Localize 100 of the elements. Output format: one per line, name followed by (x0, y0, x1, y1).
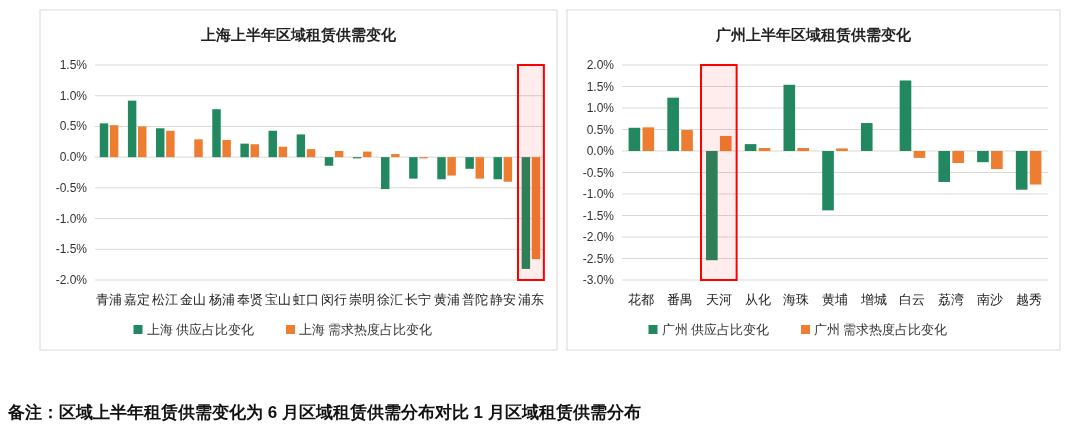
y-tick-label: 0.0% (59, 150, 88, 165)
y-tick-label: -1.0% (582, 187, 615, 201)
y-tick-label: 2.0% (586, 58, 615, 72)
x-tick-label: 增城 (859, 292, 887, 307)
y-tick-label: -2.5% (582, 251, 615, 266)
y-tick-label: 0.0% (586, 144, 615, 158)
x-tick-label: 黄浦 (433, 292, 460, 307)
chart-title: 广州上半年区域租赁供需变化 (715, 26, 912, 43)
y-tick-label: 1.5% (59, 58, 88, 72)
bar (952, 151, 964, 164)
x-tick-label: 黄埔 (822, 292, 848, 307)
bar (278, 146, 288, 158)
bar (860, 123, 873, 151)
x-tick-label: 静安 (489, 292, 516, 307)
bar (475, 157, 484, 179)
bar (250, 144, 259, 158)
bar (99, 123, 109, 158)
bar (822, 151, 834, 211)
x-tick-label: 崇明 (349, 292, 376, 307)
x-tick-label: 天河 (705, 292, 732, 307)
legend-label: 上海 需求热度占比变化 (299, 322, 433, 337)
bar (324, 157, 334, 166)
x-tick-label: 海珠 (783, 292, 810, 307)
bar (447, 157, 456, 176)
y-tick-label: -1.0% (55, 211, 88, 226)
x-tick-label: 从化 (744, 292, 771, 307)
x-tick-label: 松江 (152, 292, 179, 307)
bar (642, 127, 655, 151)
x-tick-label: 南沙 (976, 292, 1003, 307)
bar (938, 151, 951, 182)
bar (409, 157, 418, 179)
bar (212, 109, 221, 158)
x-tick-label: 杨浦 (207, 292, 235, 307)
bar (306, 149, 316, 158)
bar (783, 84, 796, 151)
bar (913, 151, 926, 158)
bar (296, 134, 306, 158)
text: 备注：区域上半年租赁供需变化为 6 月区域租赁供需分布对比 1 月区域租赁供需分布 (7, 403, 641, 422)
bar (437, 157, 446, 180)
x-tick-label: 宝山 (264, 292, 291, 307)
x-tick-label: 荔湾 (938, 292, 965, 307)
bar (503, 157, 513, 182)
legend-label: 上海 供应占比变化 (146, 322, 254, 337)
bar (797, 147, 810, 151)
bar (194, 139, 203, 158)
bar (138, 126, 147, 158)
y-tick-label: 0.5% (586, 122, 615, 137)
y-tick-label: -2.0% (55, 273, 88, 287)
bar (1015, 151, 1028, 190)
y-tick-label: 1.0% (586, 101, 615, 115)
bar (977, 151, 989, 163)
legend-label: 广州 需求热度占比变化 (814, 322, 948, 337)
bar (744, 144, 757, 151)
bar (222, 139, 231, 158)
y-tick-label: 1.5% (586, 79, 615, 94)
x-tick-label: 虹口 (292, 292, 319, 307)
x-tick-label: 奉贤 (236, 292, 263, 307)
bar (268, 130, 277, 158)
bar (667, 97, 679, 151)
x-tick-label: 嘉定 (124, 292, 151, 307)
x-tick-label: 青浦 (96, 292, 123, 307)
bar (109, 125, 119, 158)
x-tick-label: 浦东 (517, 292, 544, 307)
y-tick-label: -1.5% (55, 242, 88, 257)
x-tick-label: 徐汇 (377, 292, 404, 307)
x-tick-label: 金山 (180, 292, 207, 307)
bar (493, 157, 502, 180)
y-tick-label: -0.5% (55, 180, 88, 195)
y-tick-label: 1.0% (59, 88, 88, 103)
bar (334, 151, 344, 158)
x-tick-label: 闵行 (321, 292, 348, 307)
bar (127, 100, 137, 158)
bar (166, 130, 175, 158)
bar (706, 151, 718, 261)
bar (521, 157, 531, 269)
bar (156, 128, 165, 158)
bar (991, 151, 1003, 170)
bar (1029, 151, 1042, 185)
y-tick-label: -2.0% (582, 230, 615, 244)
bar (240, 143, 249, 158)
bar (628, 127, 641, 151)
bar (758, 147, 771, 151)
bar (719, 135, 732, 151)
bar (381, 157, 390, 190)
y-tick-label: -0.5% (582, 165, 615, 180)
legend-label: 广州 供应占比变化 (661, 322, 769, 337)
x-tick-label: 普陀 (461, 292, 488, 307)
bar (465, 157, 474, 169)
bar (391, 154, 400, 158)
x-tick-label: 越秀 (1015, 292, 1042, 307)
y-tick-label: -1.5% (582, 208, 615, 223)
x-tick-label: 番禺 (667, 292, 694, 307)
bar (899, 80, 912, 151)
x-tick-label: 长宁 (405, 292, 432, 307)
y-tick-label: 0.5% (59, 119, 88, 134)
chart-title: 上海上半年区域租赁供需变化 (200, 26, 397, 43)
y-tick-label: -3.0% (582, 273, 615, 287)
bar (531, 157, 541, 260)
x-tick-label: 花都 (628, 292, 655, 307)
bar (836, 148, 848, 151)
